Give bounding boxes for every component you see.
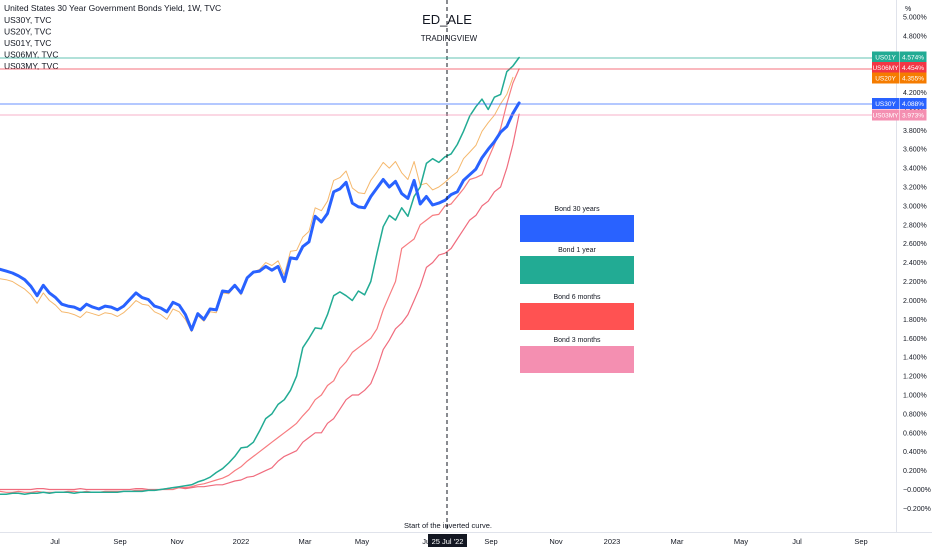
time-tick-label: 2022 [233, 537, 250, 546]
price-tick-label: 3.200% [903, 185, 927, 192]
price-tick-label: 1.400% [903, 355, 927, 362]
time-tick-label: Jul [792, 537, 802, 546]
badge-value-us03my: 3.973% [902, 113, 924, 120]
last-value-badges: US01Y 4.574%US06MY 4.454% US20Y 4.355% US30Y 4… [0, 51, 927, 121]
time-axis[interactable]: Jul Sep Nov 2022 Mar May Jul Sep Nov 2023 Mar May Ju… [50, 537, 867, 546]
badge-symbol-bg-us01y [872, 51, 899, 63]
badge-symbol-us01y: US01Y [875, 55, 896, 62]
series-line-us01y[interactable] [0, 56, 520, 495]
price-tick-label: −0.200% [903, 506, 931, 513]
price-tick-label: 4.200% [903, 90, 927, 97]
badge-value-bg-us20y [899, 72, 927, 84]
symbol-us20y[interactable]: US20Y, TVC [4, 27, 51, 37]
time-tick-label: May [734, 537, 748, 546]
price-tick-label: 3.000% [903, 203, 927, 210]
badge-symbol-bg-us20y [872, 72, 899, 84]
badge-symbol-us03my: US03MY [872, 113, 899, 120]
symbol-us06my[interactable]: US06MY, TVC [4, 50, 59, 60]
time-tick-label: Nov [549, 537, 563, 546]
price-tick-label: 5.000% [903, 14, 927, 21]
price-tick-label: 1.200% [903, 374, 927, 381]
price-tick-label: 1.800% [903, 317, 927, 324]
date-marker-label: 25 Jul '22 [432, 537, 464, 546]
series-layer [0, 56, 521, 495]
badge-symbol-bg-us06my [872, 62, 899, 73]
price-tick-label: 2.400% [903, 260, 927, 267]
badge-symbol-us20y: US20Y [875, 76, 896, 83]
time-tick-label: Sep [113, 537, 126, 546]
price-tick-label: 1.000% [903, 392, 927, 399]
main-symbol-title[interactable]: United States 30 Year Government Bonds Y… [4, 3, 221, 13]
badge-value-us20y: 4.355% [902, 76, 924, 83]
badge-value-us01y: 4.574% [902, 55, 924, 62]
time-tick-label: 2023 [604, 537, 621, 546]
price-tick-label: 0.800% [903, 411, 927, 418]
price-axis-unit: % [905, 6, 911, 13]
badge-symbol-bg-us03my [872, 109, 899, 121]
badge-value-bg-us03my [899, 109, 927, 121]
symbol-us01y[interactable]: US01Y, TVC [4, 38, 51, 48]
symbol-header: United States 30 Year Government Bonds Y… [4, 3, 221, 71]
price-tick-label: 3.800% [903, 128, 927, 135]
time-tick-label: Sep [484, 537, 497, 546]
badge-value-bg-us01y [899, 51, 927, 63]
time-tick-label: May [355, 537, 369, 546]
badge-symbol-us30y: US30Y [875, 101, 896, 108]
price-tick-label: 3.400% [903, 166, 927, 173]
price-tick-label: 2.200% [903, 279, 927, 286]
badge-symbol-us06my: US06MY [872, 65, 899, 72]
price-tick-label: −0.000% [903, 487, 931, 494]
series-line-us03my[interactable] [0, 113, 520, 491]
watermark-site: TRADINGVIEW [421, 34, 478, 43]
badge-value-bg-us30y [899, 98, 927, 109]
price-tick-label: 1.600% [903, 336, 927, 343]
time-tick-label: Mar [671, 537, 684, 546]
legend-label-bond-30y: Bond 30 years [554, 206, 600, 213]
price-tick-label: 0.600% [903, 430, 927, 437]
date-marker-badge [428, 534, 467, 547]
price-tick-label: 3.600% [903, 147, 927, 154]
watermark-author: ED_ALE [422, 12, 472, 27]
legend-label-bond-1y: Bond 1 year [558, 247, 596, 254]
time-tick-label: Nov [170, 537, 184, 546]
bond-legend: Bond 30 years Bond 1 year Bond 6 months … [520, 206, 634, 373]
badge-value-us30y: 4.088% [902, 101, 924, 108]
price-tick-label: 2.600% [903, 241, 927, 248]
legend-swatch-bond-30y [520, 215, 634, 242]
badge-symbol-bg-us30y [872, 98, 899, 109]
time-tick-label: Sep [854, 537, 867, 546]
legend-label-bond-3m: Bond 3 months [553, 337, 601, 344]
badge-value-bg-us06my [899, 62, 927, 73]
symbol-us30y[interactable]: US30Y, TVC [4, 15, 51, 25]
price-tick-label: 0.400% [903, 449, 927, 456]
price-tick-label: 2.800% [903, 222, 927, 229]
time-tick-label: Mar [299, 537, 312, 546]
badge-value-us06my: 4.454% [902, 65, 924, 72]
legend-swatch-bond-1y [520, 256, 634, 284]
price-tick-label: 4.800% [903, 33, 927, 40]
price-tick-label: 2.000% [903, 298, 927, 305]
legend-swatch-bond-3m [520, 346, 634, 373]
symbol-us03my[interactable]: US03MY, TVC [4, 61, 59, 71]
price-tick-label: 0.200% [903, 468, 927, 475]
price-axis[interactable]: 5.000%4.800%4.600%4.400%4.200%4.000%3.80… [0, 0, 932, 533]
legend-label-bond-6m: Bond 6 months [553, 294, 601, 301]
series-line-us06my[interactable] [0, 68, 520, 493]
inverted-curve-annotation: Start of the inverted curve. [404, 521, 492, 530]
series-line-us30y[interactable] [0, 101, 521, 332]
time-tick-label: Jul [422, 537, 432, 546]
time-tick-label: Jul [50, 537, 60, 546]
legend-swatch-bond-6m [520, 303, 634, 330]
